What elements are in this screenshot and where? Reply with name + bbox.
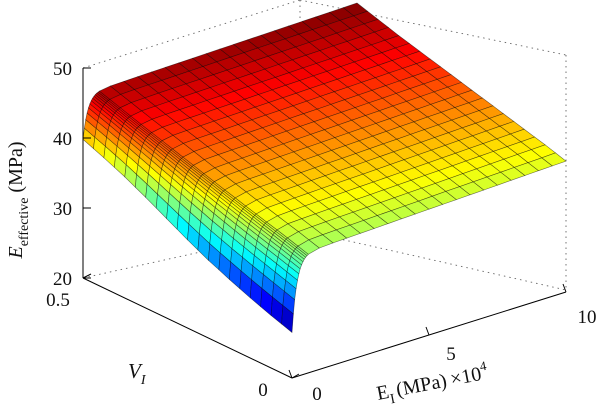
y-tick-label: 0.5 bbox=[46, 290, 70, 311]
z-tick-label: 30 bbox=[53, 199, 72, 220]
x-axis-label-exponent: 4 bbox=[478, 358, 488, 374]
x-axis-label: EI(MPa)×104 bbox=[374, 358, 491, 410]
surface-patch bbox=[541, 152, 567, 167]
y-axis-label-sub: I bbox=[140, 373, 147, 388]
x-tick-label: 10 bbox=[578, 307, 597, 328]
z-axis-label-unit: (MPa) bbox=[5, 141, 27, 192]
surface-plot bbox=[82, 2, 567, 334]
x-axis-label-sub: I bbox=[389, 392, 397, 408]
z-tick-label: 20 bbox=[53, 269, 72, 290]
x-tick-mark bbox=[288, 369, 293, 379]
x-axis-label-multiplier: ×10 bbox=[448, 363, 483, 391]
y-axis-line bbox=[82, 277, 293, 379]
x-axis-label-unit: (MPa) bbox=[394, 370, 448, 401]
z-axis-label-sub: effective bbox=[17, 198, 32, 247]
x-ticks: 0 5 10 bbox=[288, 283, 597, 405]
x-axis-label-var: E bbox=[375, 381, 391, 405]
y-axis-label: VI bbox=[128, 359, 147, 388]
z-ticks: 20 30 40 50 bbox=[53, 59, 91, 290]
x-tick-label: 0 bbox=[312, 384, 322, 405]
z-tick-label: 40 bbox=[53, 129, 72, 150]
y-tick-label: 0 bbox=[258, 380, 268, 401]
y-tick-mark bbox=[82, 273, 92, 279]
x-tick-label: 5 bbox=[446, 344, 456, 365]
x-tick-mark bbox=[425, 326, 430, 336]
y-tick-mark bbox=[291, 373, 300, 379]
y-ticks: 0 0.5 bbox=[46, 273, 300, 401]
y-axis-label-var: V bbox=[128, 359, 143, 383]
z-tick-label: 50 bbox=[53, 59, 72, 80]
z-axis-label-var: E bbox=[5, 246, 27, 259]
x-tick-mark bbox=[562, 283, 567, 293]
z-axis-label: Eeffective (MPa) bbox=[5, 141, 32, 259]
